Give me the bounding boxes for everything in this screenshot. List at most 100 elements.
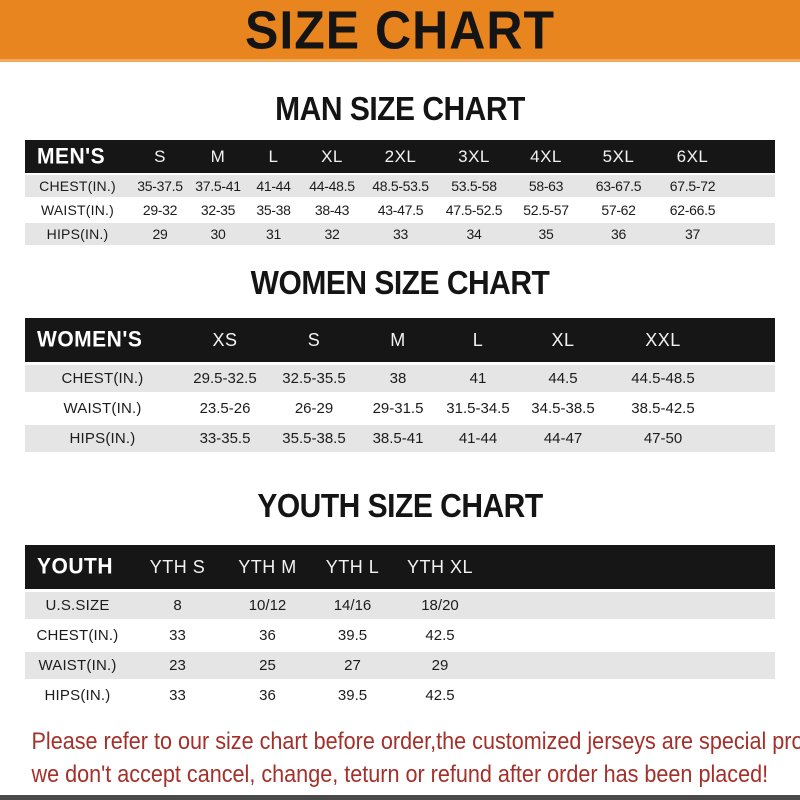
size-value: 36 (611, 226, 626, 242)
size-value: 27 (344, 657, 361, 674)
size-value: 26-29 (294, 400, 334, 417)
table-header-row: WOMEN'S XS S M L XL XXL (25, 318, 775, 362)
row-label: HIPS(IN.) (69, 430, 136, 447)
size-value: 41-44 (458, 430, 498, 447)
size-value: 34.5-38.5 (531, 400, 595, 417)
table-row: U.S.SIZE 8 10/12 14/16 18/20 (25, 589, 775, 619)
womens-size-table: WOMEN'S XS S M L XL XXL CHEST(IN.) 29.5-32.5 32.5… (25, 318, 775, 452)
column-header: 2XL (384, 146, 417, 166)
size-value: 44.5 (548, 370, 578, 387)
table-row: CHEST(IN.) 35-37.5 37.5-41 41-44 44-48.5 48.5… (25, 173, 775, 197)
size-value: 41 (469, 370, 487, 387)
size-value: 35-37.5 (137, 178, 183, 194)
column-header: XS (212, 329, 238, 350)
column-header: L (472, 329, 484, 350)
size-value: 47.5-52.5 (445, 202, 503, 218)
column-header: XL (321, 146, 343, 166)
column-header: XL (551, 329, 575, 350)
order-warning-line2: we don't accept cancel, change, teturn o… (31, 761, 769, 788)
size-value: 32-35 (200, 202, 236, 218)
size-value: 14/16 (333, 597, 372, 614)
row-label: WAIST(IN.) (38, 657, 117, 674)
size-value: 29-32 (142, 202, 178, 218)
size-value: 35 (538, 226, 554, 242)
size-value: 48.5-53.5 (372, 178, 429, 194)
table-row: CHEST(IN.) 33 36 39.5 42.5 (25, 619, 775, 649)
column-header: 3XL (458, 146, 490, 166)
size-value: 44-47 (543, 430, 583, 447)
table-row: WAIST(IN.) 29-32 32-35 35-38 38-43 43-47.5 47.… (25, 197, 775, 221)
size-value: 38.5-42.5 (631, 400, 695, 417)
size-value: 39.5 (337, 627, 368, 644)
size-value: 42.5 (425, 627, 455, 644)
size-value: 36 (259, 687, 276, 704)
table-row: HIPS(IN.) 33 36 39.5 42.5 (25, 679, 775, 709)
mens-size-table: MEN'S S M L XL 2XL 3XL 4XL 5XL 6XL CHEST(IN.) 35-37… (25, 140, 775, 245)
bottom-border-strip (0, 795, 800, 800)
size-value: 34 (466, 226, 482, 242)
size-value: 8 (173, 597, 182, 614)
size-value: 32 (324, 226, 340, 242)
size-value: 52.5-57 (523, 202, 569, 218)
size-value: 53.5-58 (451, 178, 497, 194)
size-value: 35-38 (256, 202, 291, 218)
man-size-chart-heading: MAN SIZE CHART (275, 90, 525, 128)
size-value: 29 (152, 226, 168, 242)
youth-size-chart-heading: YOUTH SIZE CHART (257, 487, 543, 525)
row-label: U.S.SIZE (45, 597, 110, 614)
size-value: 35.5-38.5 (282, 430, 346, 447)
size-value: 29-31.5 (372, 400, 424, 417)
column-header: YTH M (238, 556, 297, 577)
size-value: 18/20 (421, 597, 459, 614)
size-value: 31 (266, 226, 281, 242)
table-row: WAIST(IN.) 23.5-26 26-29 29-31.5 31.5-34.5 34… (25, 392, 775, 422)
size-value: 23.5-26 (199, 400, 251, 417)
column-header: M (210, 146, 226, 166)
size-value: 25 (259, 657, 276, 674)
size-value: 47-50 (643, 430, 683, 447)
size-value: 32.5-35.5 (282, 370, 346, 387)
size-value: 44-48.5 (309, 178, 355, 194)
table-header-row: YOUTH YTH S YTH M YTH L YTH XL (25, 545, 775, 589)
size-value: 36 (259, 627, 276, 644)
table-category-label: YOUTH (37, 554, 113, 579)
table-category-label: WOMEN'S (37, 327, 143, 352)
column-header: L (268, 146, 279, 166)
column-header: S (154, 146, 166, 166)
size-value: 23 (169, 657, 186, 674)
table-header-row: MEN'S S M L XL 2XL 3XL 4XL 5XL 6XL (25, 140, 775, 173)
column-header: XXL (645, 329, 681, 350)
row-label: WAIST(IN.) (40, 202, 115, 218)
column-header: S (307, 329, 321, 350)
size-value: 37 (685, 226, 700, 242)
order-warning-line1: Please refer to our size chart before or… (31, 728, 800, 755)
column-header: 4XL (530, 146, 562, 166)
size-value: 29 (431, 657, 449, 674)
row-label: HIPS(IN.) (46, 226, 109, 242)
size-value: 41-44 (256, 178, 291, 194)
size-value: 67.5-72 (669, 178, 716, 194)
youth-size-table: YOUTH YTH S YTH M YTH L YTH XL U.S.SIZE 8 10/12… (25, 545, 775, 709)
row-label: CHEST(IN.) (61, 370, 144, 387)
row-label: HIPS(IN.) (44, 687, 111, 704)
size-value: 62-66.5 (669, 202, 716, 218)
size-value: 39.5 (337, 687, 368, 704)
column-header: YTH S (149, 556, 206, 577)
column-header: 5XL (602, 146, 635, 166)
banner: SIZE CHART (0, 0, 800, 62)
size-value: 57-62 (601, 202, 636, 218)
column-header: M (390, 329, 406, 350)
size-value: 58-63 (528, 178, 564, 194)
size-value: 43-47.5 (377, 202, 424, 218)
column-header: YTH L (325, 556, 380, 577)
order-warning-note: Please refer to our size chart before or… (0, 725, 800, 791)
size-value: 33 (393, 226, 408, 242)
size-value: 42.5 (425, 687, 455, 704)
row-label: CHEST(IN.) (36, 627, 119, 644)
size-value: 30 (210, 226, 226, 242)
column-header: YTH XL (406, 556, 474, 577)
size-value: 38.5-41 (372, 430, 424, 447)
table-row: HIPS(IN.) 33-35.5 35.5-38.5 38.5-41 41-44 44-… (25, 422, 775, 452)
size-value: 37.5-41 (195, 178, 241, 194)
